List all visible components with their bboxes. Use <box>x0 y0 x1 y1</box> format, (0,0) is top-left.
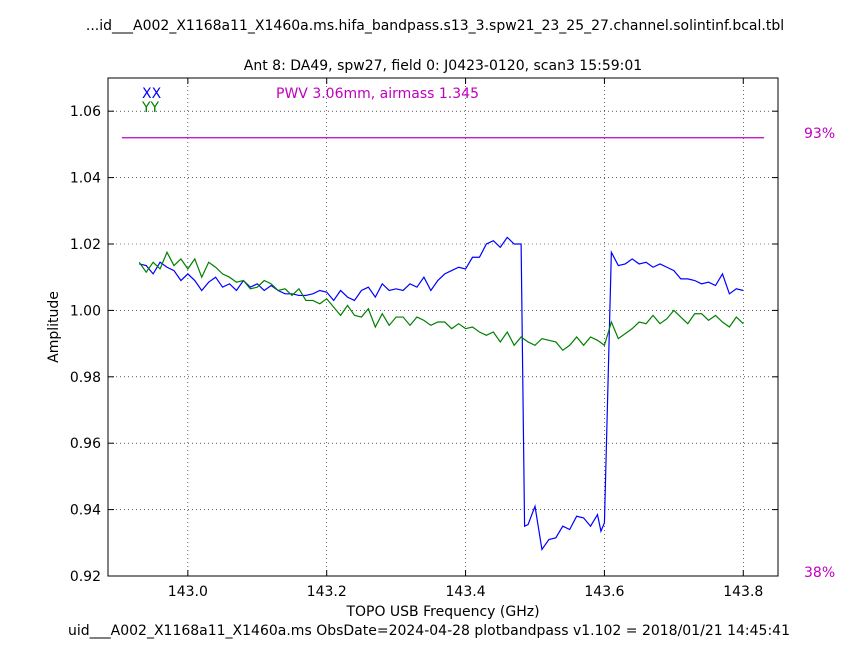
series-xx-line <box>139 236 744 552</box>
y-tick-label: 1.06 <box>70 104 101 120</box>
axis-ticks: 143.0 143.2 143.4 143.6 143.8 0.92 0.94 0.96 0.9… <box>70 78 778 600</box>
x-tick-label: 143.2 <box>307 584 347 600</box>
x-tick-label: 143.8 <box>723 584 763 600</box>
file-title: ...id___A002_X1168a11_X1460a.ms.hifa_ban… <box>86 18 784 34</box>
y-tick-label: 0.96 <box>70 436 101 452</box>
y-tick-label: 1.04 <box>70 171 101 187</box>
x-tick-label: 143.4 <box>446 584 486 600</box>
chart-subtitle: Ant 8: DA49, spw27, field 0: J0423-0120,… <box>244 58 642 74</box>
plot-frame <box>107 77 779 577</box>
transmission-bottom-label: 38% <box>804 565 835 581</box>
x-tick-label: 143.0 <box>168 584 208 600</box>
transmission-top-label: 93% <box>804 126 835 142</box>
legend-xx: XX <box>142 86 162 102</box>
series-yy-line <box>138 250 744 352</box>
plot-content <box>121 137 765 552</box>
y-tick-label: 0.94 <box>70 503 101 519</box>
y-axis-label: Amplitude <box>46 291 62 363</box>
y-tick-label: 0.92 <box>70 569 101 585</box>
grid <box>108 78 778 577</box>
pwv-annotation: PWV 3.06mm, airmass 1.345 <box>276 86 479 102</box>
x-tick-label: 143.6 <box>584 584 624 600</box>
x-axis-label: TOPO USB Frequency (GHz) <box>345 604 539 620</box>
legend-yy: YY <box>141 100 160 116</box>
y-tick-label: 0.98 <box>70 370 101 386</box>
footer-text: uid___A002_X1168a11_X1460a.ms ObsDate=20… <box>68 623 790 639</box>
y-tick-label: 1.00 <box>70 303 101 319</box>
y-tick-label: 1.02 <box>70 237 101 253</box>
